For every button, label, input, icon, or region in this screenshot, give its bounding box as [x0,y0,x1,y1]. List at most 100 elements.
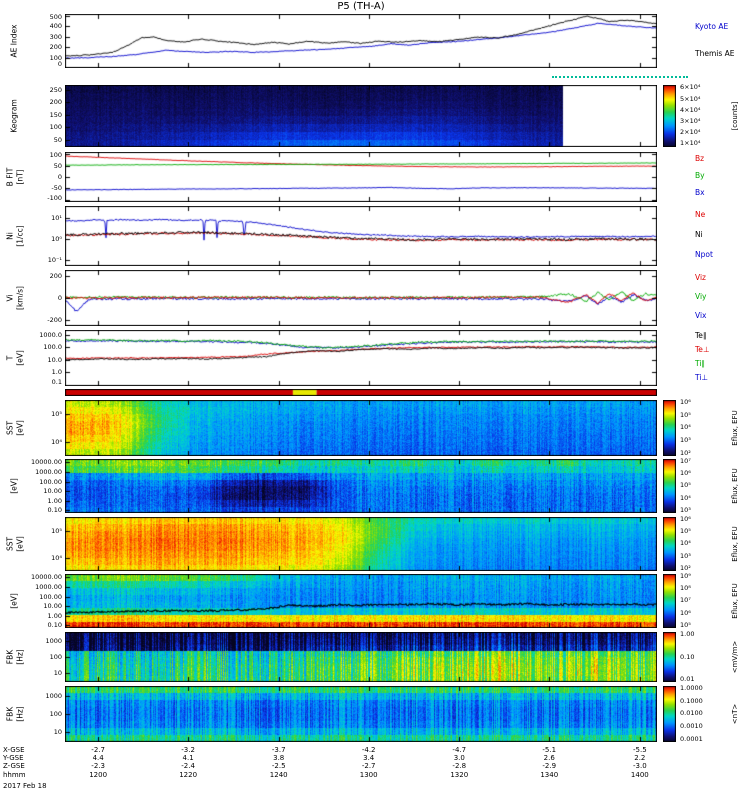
y-axis-unit-text: [eV] [15,420,25,436]
time-tick-label: 1300 [359,771,378,779]
y-tick-label: 0.10 [47,506,62,515]
colorbar-tick-label: 10² [680,563,691,572]
y-tick-label: 10 [53,669,62,677]
colorbar-tick-label: 10⁵ [680,481,691,490]
coordinate-value: -5.1 [542,746,557,754]
coordinate-value: -2.8 [452,762,467,770]
colorbar-unit: Eflux, EFU [726,574,744,628]
coordinate-value: 4.4 [92,754,104,762]
panel-plot-esa_ion [65,459,657,513]
colorbar-fbk_e [663,632,676,682]
coordinate-value: 3.0 [453,754,465,762]
colorbar-tick-label: 10⁶ [680,608,691,617]
coordinate-value: 2.2 [634,754,646,762]
legend-label: Themis AE [695,48,735,58]
y-tick-label: 300 [49,32,62,41]
y-axis-unit-text: [eV] [9,478,19,494]
panel-plot-velocity [65,270,657,326]
y-axis-title-text: T [5,355,15,361]
colorbar-tick-label: 3×10⁴ [680,116,701,125]
colorbar-unit: [counts] [726,85,744,147]
colorbar-tick-label: 0.1000 [680,696,703,705]
coordinate-value: -2.4 [181,762,195,770]
panel-sst_ion: SST [eV] 10⁵ 10⁴ 10⁶ 10⁵ 10⁴ 10³ 10² Eflux, EFU [0,399,750,456]
legend-label: Ni [695,230,703,239]
colorbar-unit-text: [counts] [731,101,739,131]
coordinate-value: -2.7 [361,762,376,770]
panel-plot-density [65,206,657,266]
legend-label: By [695,171,705,180]
panel-plot-bfit [65,152,657,202]
y-tick-label: 10⁰ [51,235,62,244]
panel-esa_ion: [eV] 10000.00 1000.00 100.00 10.00 1.00 0.10 10… [0,457,750,515]
coordinate-value: -3.2 [181,746,195,754]
colorbar-tick-label: 5×10⁴ [680,94,701,103]
colorbar-tick-label: 10⁶ [680,469,691,478]
y-axis-title-text: Vi [5,294,15,302]
colorbar-esa_elec [663,574,676,628]
y-tick-label: 10¹ [51,214,62,223]
colorbar-unit: Eflux, EFU [726,459,744,513]
y-tick-label: 50 [53,161,62,170]
y-tick-label: -200 [47,315,62,324]
coordinate-value: 4.1 [182,754,194,762]
y-tick-label: 100 [49,710,62,718]
y-axis-unit-text: [eV] [15,536,25,552]
colorbar-unit: Eflux, EFU [726,517,744,571]
time-tick-label: 1340 [540,771,559,779]
date-label: 2017 Feb 18 [3,782,47,790]
legend-label: Ti⊥ [695,373,708,382]
colorbar-tick-label: 10⁶ [680,515,691,524]
y-tick-label: 1000.00 [35,467,62,476]
y-axis-title-text: FBK [5,649,15,665]
coordinate-value: -4.2 [361,746,376,754]
panel-density: Ni [1/cc] 10¹ 10⁰ 10⁻¹ Ne Ni Npot [0,206,750,266]
colorbar-tick-label: 10³ [680,551,691,560]
colorbar-unit-text: Eflux, EFU [731,583,739,619]
y-tick-label: 10.00 [43,487,62,496]
y-tick-label: 150 [49,110,62,119]
colorbar-tick-label: 10⁷ [680,596,691,605]
colorbar-tick-label: 6×10⁴ [680,83,701,92]
legend-label: Te⊥ [695,345,710,354]
panel-temperature: T [eV] 1000.0 100.0 10.0 1.0 0.1 Te∥ Te⊥ Ti∥ Ti⊥ [0,330,750,386]
panel-plot-temperature [65,330,657,386]
panel-plot-fbk_b [65,686,657,742]
panel-plot-sst_elec [65,517,657,571]
colorbar-unit: Eflux, EFU [726,400,744,456]
colorbar-tick-label: 10⁷ [680,457,691,466]
colorbar-unit-text: <nT> [731,703,739,725]
coordinate-value: 3.8 [273,754,285,762]
y-tick-label: 10⁴ [51,553,62,562]
y-tick-label: 100 [49,653,62,661]
y-tick-label: 100 [49,123,62,132]
y-tick-label: 50 [53,135,62,144]
legend-label: Te∥ [695,331,707,340]
axis-row-label: Z-GSE [3,762,25,770]
colorbar-tick-label: 10⁵ [680,410,691,419]
time-tick-label: 1200 [89,771,108,779]
coordinate-value: -5.5 [632,746,647,754]
flags-strip [65,389,657,396]
y-tick-label: 0.1 [51,378,62,386]
time-tick-label: 1240 [269,771,288,779]
colorbar-tick-label: 0.0001 [680,734,703,743]
colorbar-unit-text: Eflux, EFU [731,526,739,562]
panel-plot-ae [65,14,657,68]
legend-label: Kyoto AE [695,21,729,31]
y-tick-label: 10⁵ [51,526,62,535]
panel-plot-esa_elec [65,574,657,628]
y-tick-label: 1000.00 [35,582,62,591]
colorbar-tick-label: 10⁹ [680,572,691,581]
y-tick-label: 1.0 [51,368,62,377]
time-tick-label: 1400 [630,771,649,779]
y-axis-title-text: AE Index [9,24,19,58]
y-axis-title-text: FBK [5,706,15,722]
axis-row-label: X-GSE [3,746,25,754]
coordinate-value: -2.7 [91,746,105,754]
colorbar-tick-label: 1×10⁴ [680,139,701,148]
y-tick-label: 400 [49,22,62,31]
y-axis-title: SST [eV] [0,517,30,571]
panel-flags [0,389,750,396]
